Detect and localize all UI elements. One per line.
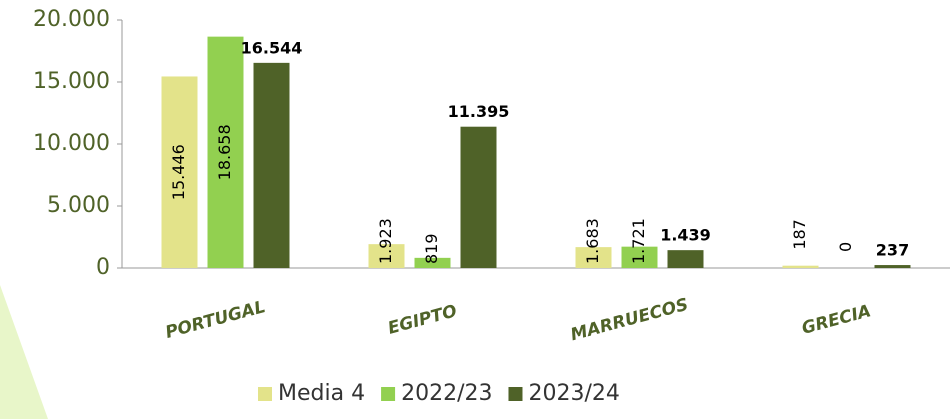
bar <box>782 265 819 268</box>
value-label: 18.658 <box>215 124 234 180</box>
bar <box>667 250 704 268</box>
decor-shape <box>0 285 48 419</box>
y-tick-label: 20.000 <box>33 7 110 32</box>
y-tick-label: 5.000 <box>47 193 110 218</box>
bar <box>460 126 497 269</box>
value-label: 1.923 <box>376 218 395 264</box>
value-label: 15.446 <box>169 144 188 200</box>
value-label: 1.439 <box>660 226 711 245</box>
bar <box>874 265 911 268</box>
bar <box>368 244 405 268</box>
legend-swatch <box>508 387 523 401</box>
y-tick-label: 10.000 <box>33 131 110 156</box>
bar <box>621 246 658 268</box>
value-label: 11.395 <box>448 102 510 121</box>
bar <box>207 36 244 268</box>
legend-label: 2022/23 <box>401 381 492 406</box>
bar <box>575 247 612 268</box>
value-label: 1.721 <box>629 218 648 264</box>
value-label: 16.544 <box>241 38 303 57</box>
y-tick-label: 15.000 <box>33 69 110 94</box>
x-tick-label: EGIPTO <box>386 301 459 339</box>
value-label: 0 <box>836 242 855 252</box>
x-tick-label: GRECIA <box>800 301 873 339</box>
value-label: 1.683 <box>583 218 602 264</box>
value-label: 237 <box>876 241 909 260</box>
x-tick-label: MARRUECOS <box>569 295 691 346</box>
bar <box>253 62 290 268</box>
bar <box>161 76 198 268</box>
legend-label: 2023/24 <box>528 381 619 406</box>
x-tick-label: PORTUGAL <box>163 297 267 343</box>
legend-label: Media 4 <box>278 381 365 406</box>
legend-swatch <box>258 387 272 401</box>
bar <box>414 257 451 268</box>
value-label: 819 <box>422 233 441 264</box>
y-tick-label: 0 <box>96 255 110 280</box>
value-label: 187 <box>790 219 809 250</box>
legend-swatch <box>381 387 396 401</box>
